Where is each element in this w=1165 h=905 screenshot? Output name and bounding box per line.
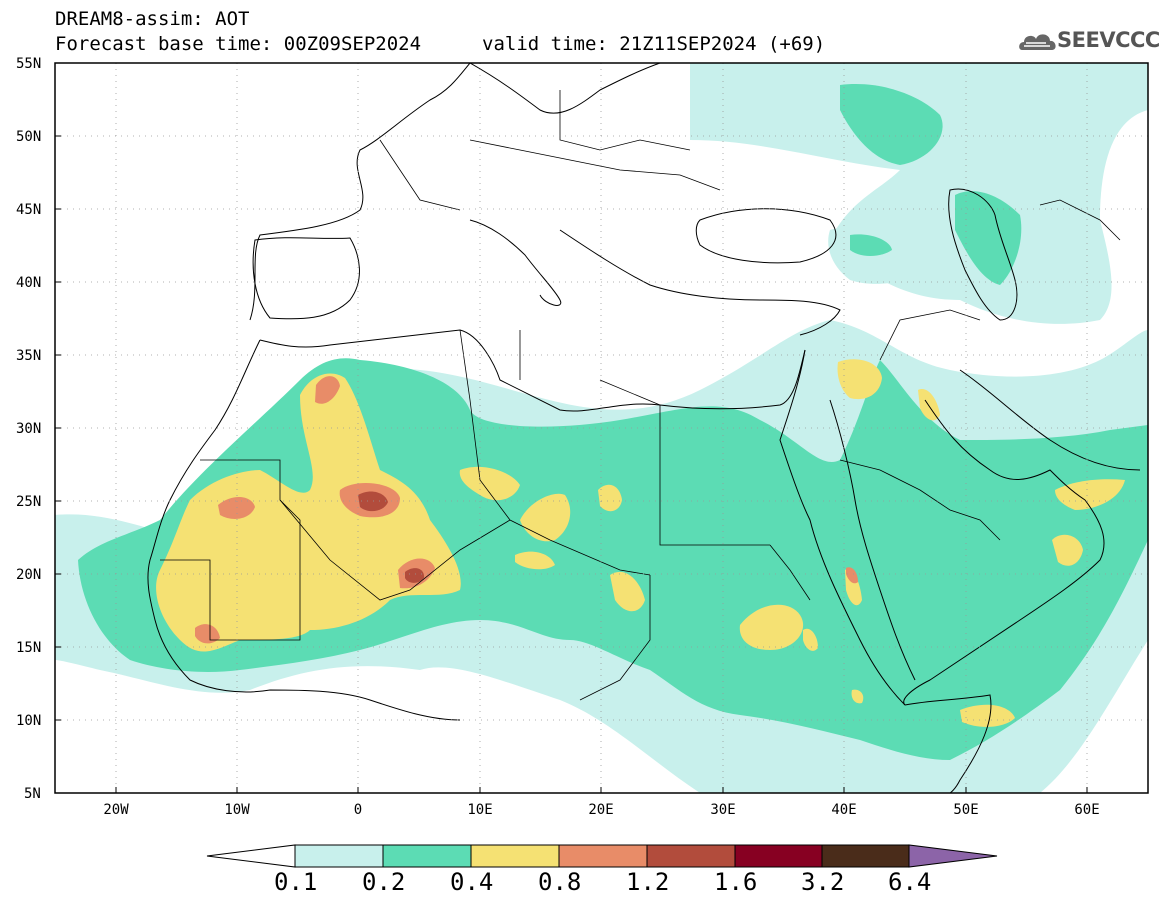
- aot-region-0.4: [739, 604, 804, 650]
- lat-label: 50N: [16, 129, 41, 145]
- lat-label: 45N: [16, 202, 41, 218]
- aot-region-0.4: [515, 551, 555, 570]
- coastline-balkans-anatolia: [559, 229, 841, 336]
- colorbar-label: 0.2: [362, 868, 406, 896]
- coastline-horn-africa: [904, 694, 992, 793]
- lat-label: 20N: [16, 567, 41, 583]
- aot-region-0.2: [955, 191, 1022, 285]
- coastline-gulf: [903, 399, 1105, 706]
- lat-label: 5N: [24, 786, 41, 802]
- lat-label: 25N: [16, 494, 41, 510]
- lat-label: 15N: [16, 640, 41, 656]
- lon-label: 0: [354, 802, 362, 818]
- lon-label: 30E: [710, 802, 735, 818]
- aot-region-0.8: [315, 376, 340, 404]
- aot-region-0.4: [156, 373, 461, 652]
- aot-region-0.8: [195, 624, 220, 644]
- tick-marks: [55, 62, 1088, 793]
- lon-label: 20E: [588, 802, 613, 818]
- lon-label: 60E: [1074, 802, 1099, 818]
- colorbar-bin: [382, 844, 472, 868]
- coastline-red-sea-west: [779, 349, 906, 706]
- aot-region-0.8: [846, 567, 858, 584]
- aot-region-0.4: [1055, 479, 1125, 510]
- coastline-black-sea: [695, 208, 837, 264]
- aot-region-0.4: [837, 359, 882, 400]
- lat-lon-grid: [55, 63, 1148, 793]
- colorbar-bin: [646, 844, 736, 868]
- colorbar-label: 0.8: [538, 868, 582, 896]
- lon-label: 20W: [103, 802, 129, 818]
- aot-region-0.4: [803, 628, 818, 651]
- lon-label: 50E: [953, 802, 978, 818]
- coastline-west-africa: [147, 339, 461, 721]
- coastline-caspian: [948, 188, 1018, 321]
- aot-region-1.2: [405, 568, 425, 583]
- aot-region-0.4: [520, 493, 571, 542]
- aot-region-0.4: [598, 484, 622, 512]
- colorbar-bin: [821, 844, 910, 868]
- coastline-iran-pakistan: [959, 369, 1141, 471]
- valid-time: valid time: 21Z11SEP2024 (+69): [482, 33, 826, 55]
- colorbar-label: 6.4: [888, 868, 932, 896]
- aot-region-0.2: [850, 234, 892, 256]
- colorbar-bin: [470, 844, 560, 868]
- coastline-iberia: [252, 237, 360, 320]
- aot-region-0.1: [690, 63, 1148, 324]
- aot-region-0.4: [918, 389, 940, 421]
- cloud-logo-icon: [1019, 34, 1056, 50]
- aot-region-0.4: [1052, 534, 1083, 566]
- colorbar-bin: [558, 844, 648, 868]
- lon-label: 10E: [467, 802, 492, 818]
- coastline-red-sea-east: [829, 399, 916, 681]
- lat-label: 10N: [16, 713, 41, 729]
- coastline-europe: [249, 63, 661, 321]
- product-title: DREAM8-assim: AOT: [55, 8, 250, 30]
- coastline-italy: [469, 219, 562, 306]
- aot-fill-layer: [55, 63, 1148, 793]
- aot-region-0.2: [840, 84, 943, 165]
- coastline-mediterranean-south: [259, 329, 806, 412]
- colorbar: [206, 844, 998, 868]
- lat-label: 30N: [16, 421, 41, 437]
- lat-label: 55N: [16, 56, 41, 72]
- lat-label: 35N: [16, 348, 41, 364]
- colorbar-label: 0.4: [450, 868, 494, 896]
- colorbar-high-arrow: [908, 844, 998, 868]
- coastlines: [147, 63, 1141, 793]
- longitude-labels: 20W 10W 0 10E 20E 30E 40E 50E 60E: [103, 802, 1099, 818]
- lat-label: 40N: [16, 275, 41, 291]
- lon-label: 40E: [831, 802, 856, 818]
- colorbar-label: 3.2: [801, 868, 845, 896]
- aot-region-0.4: [610, 571, 645, 612]
- colorbar-label: 0.1: [274, 868, 318, 896]
- aot-region-0.8: [218, 496, 255, 519]
- latitude-labels: 55N 50N 45N 40N 35N 30N 25N 20N 15N 10N …: [16, 56, 41, 802]
- aot-region-0.4: [960, 704, 1015, 727]
- colorbar-bin: [294, 844, 384, 868]
- country-borders: [160, 90, 1121, 701]
- logo-text: SEEVCCC: [1057, 28, 1160, 52]
- forecast-base-time: Forecast base time: 00Z09SEP2024: [55, 33, 422, 55]
- aot-region-0.4: [851, 689, 864, 704]
- colorbar-bin: [734, 844, 823, 868]
- aot-region-0.4: [459, 466, 520, 501]
- lon-label: 10W: [224, 802, 250, 818]
- colorbar-label: 1.2: [626, 868, 670, 896]
- colorbar-label: 1.6: [714, 868, 758, 896]
- colorbar-low-arrow: [206, 844, 296, 868]
